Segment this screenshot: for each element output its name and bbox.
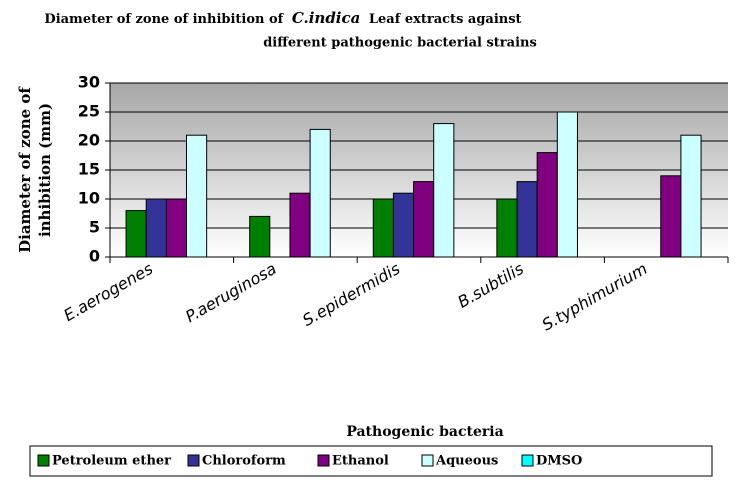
- legend-swatch: [521, 454, 534, 467]
- bar: [125, 210, 147, 258]
- bar: [536, 152, 558, 258]
- y-tick-label: 20: [78, 131, 100, 150]
- legend-label: Aqueous: [435, 454, 498, 469]
- bar: [556, 111, 578, 258]
- x-tick-label: E.aerogenes: [60, 259, 156, 325]
- bar: [372, 198, 394, 258]
- title-part: C.indica: [292, 9, 361, 27]
- bar: [433, 123, 455, 258]
- x-tick-label: B.subtilis: [454, 259, 526, 312]
- legend-swatch: [317, 454, 330, 467]
- x-tick-label: S.typhimurium: [539, 259, 651, 335]
- y-tick-label: 25: [78, 102, 100, 121]
- x-axis-label: Pathogenic bacteria: [346, 424, 503, 440]
- legend-swatch: [187, 454, 200, 467]
- legend-label: DMSO: [536, 454, 582, 469]
- bar: [249, 215, 271, 258]
- legend-label: Ethanol: [332, 454, 389, 469]
- x-tick-label: P.aeruginosa: [182, 259, 279, 326]
- chart-title: Diameter of zone of inhibition of C.indi…: [44, 9, 521, 27]
- legend: [29, 445, 713, 477]
- legend-swatch: [37, 454, 50, 467]
- x-tick-label: S.epidermidis: [299, 259, 403, 330]
- bar: [186, 134, 208, 258]
- legend-label: Chloroform: [202, 454, 286, 469]
- y-tick-label: 5: [89, 218, 100, 237]
- legend-label: Petroleum ether: [52, 454, 171, 469]
- title-part: Leaf extracts against: [369, 12, 522, 27]
- chart-title: different pathogenic bacterial strains: [263, 36, 537, 51]
- y-tick-label: 10: [78, 189, 100, 208]
- title-part: Diameter of zone of inhibition of: [44, 12, 284, 27]
- bar: [165, 198, 188, 258]
- bar: [289, 192, 311, 258]
- bar: [145, 198, 167, 258]
- bar: [413, 181, 435, 258]
- bar: [496, 198, 518, 258]
- legend-swatch: [421, 454, 434, 467]
- y-axis-label: inhibition (mm): [36, 103, 54, 237]
- y-tick-label: 30: [78, 73, 100, 92]
- y-tick-label: 0: [89, 247, 100, 266]
- bar: [392, 192, 415, 258]
- y-tick-label: 15: [78, 160, 100, 179]
- bar: [309, 128, 331, 258]
- y-axis-label: Diameter of zone of: [16, 86, 34, 253]
- bar: [680, 134, 702, 258]
- bar: [660, 175, 682, 258]
- bar: [516, 181, 538, 258]
